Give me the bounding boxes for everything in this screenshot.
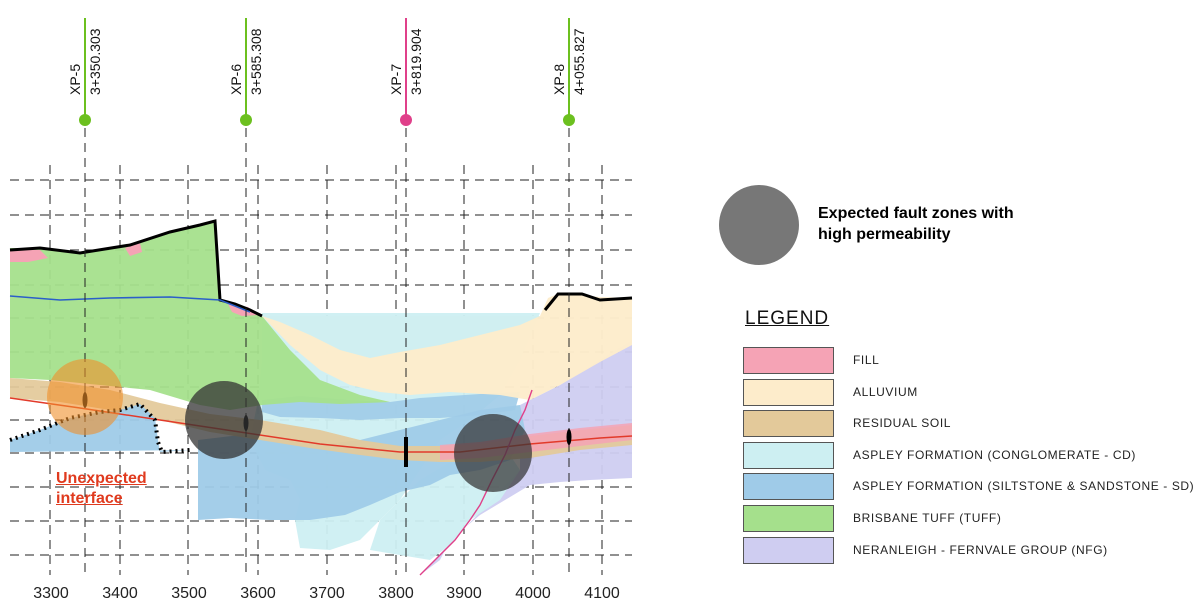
legend-swatch-residual-soil xyxy=(743,410,834,437)
x-tick-3900: 3900 xyxy=(446,585,482,602)
xp8-marker xyxy=(563,114,575,126)
x-tick-3300: 3300 xyxy=(33,585,69,602)
tunnel-alignment-line xyxy=(9,397,633,453)
xp7-id: XP-7 xyxy=(388,64,404,95)
fault-zone-circle-2 xyxy=(454,414,532,492)
legend-label-alluvium: ALLUVIUM xyxy=(853,385,918,399)
fault-zone-key-line-2: high permeability xyxy=(818,226,951,243)
legend-swatch-aspley-conglomerate xyxy=(743,442,834,469)
fault-zone-key-line-1: Expected fault zones with xyxy=(818,205,1014,222)
legend-swatch-fill xyxy=(743,347,834,374)
legend-swatch-brisbane-tuff xyxy=(743,505,834,532)
fault-zone-circle-1 xyxy=(185,381,263,459)
unexpected-interface-callout: Unexpected interface xyxy=(56,469,147,509)
callout-line-2: interface xyxy=(56,490,123,507)
xp6-id: XP-6 xyxy=(228,64,244,95)
x-axis: 3300 3400 3500 3600 3700 3800 3900 4000 … xyxy=(33,585,620,602)
ground-surface-right xyxy=(543,292,633,311)
fault-zone-circles xyxy=(47,359,532,492)
xp8-id: XP-8 xyxy=(551,64,567,95)
xp6-marker xyxy=(240,114,252,126)
aspley-siltstone-layer xyxy=(198,405,525,520)
x-tick-3800: 3800 xyxy=(378,585,414,602)
legend-label-nfg: NERANLEIGH - FERNVALE GROUP (NFG) xyxy=(853,543,1108,557)
legend-swatch-aspley-siltstone xyxy=(743,473,834,500)
x-tick-4100: 4100 xyxy=(584,585,620,602)
geological-cross-section: XP-5 3+350.303 XP-6 3+585.308 XP-7 3+819… xyxy=(9,18,633,602)
fault-zone-key-label: Expected fault zones with high permeabil… xyxy=(818,203,1078,245)
legend-label-fill: FILL xyxy=(853,353,880,367)
borehole-xp8 xyxy=(566,429,572,445)
x-tick-3600: 3600 xyxy=(240,585,276,602)
geology-lines xyxy=(9,219,633,576)
xp7-marker xyxy=(400,114,412,126)
legend-swatch-alluvium xyxy=(743,379,834,406)
fault-zone-key-circle xyxy=(719,185,799,265)
xp5-id: XP-5 xyxy=(67,64,83,95)
aspley-channel xyxy=(262,316,540,358)
fill-patch-left xyxy=(10,250,48,262)
xp7-chainage: 3+819.904 xyxy=(408,28,424,95)
fault-line xyxy=(419,389,533,576)
orange-zone-circle xyxy=(47,359,123,435)
callout-line-1: Unexpected xyxy=(56,470,147,487)
legend-label-aspley-conglomerate: ASPLEY FORMATION (CONGLOMERATE - CD) xyxy=(853,448,1136,462)
x-tick-3700: 3700 xyxy=(309,585,345,602)
x-tick-3400: 3400 xyxy=(102,585,138,602)
x-tick-3500: 3500 xyxy=(171,585,207,602)
legend-title: LEGEND xyxy=(745,308,830,329)
xp5-chainage: 3+350.303 xyxy=(87,28,103,95)
legend-label-brisbane-tuff: BRISBANE TUFF (TUFF) xyxy=(853,511,1002,525)
legend-label-aspley-siltstone: ASPLEY FORMATION (SILTSTONE & SANDSTONE … xyxy=(853,479,1195,493)
xp5-marker xyxy=(79,114,91,126)
xp6-chainage: 3+585.308 xyxy=(248,28,264,95)
legend-label-residual-soil: RESIDUAL SOIL xyxy=(853,416,952,430)
ground-surface-line xyxy=(9,219,263,318)
x-tick-4000: 4000 xyxy=(515,585,551,602)
legend-swatch-nfg xyxy=(743,537,834,564)
chainage-markers: XP-5 3+350.303 XP-6 3+585.308 XP-7 3+819… xyxy=(67,18,587,575)
brisbane-tuff-layer xyxy=(10,220,390,410)
water-table-line xyxy=(9,295,251,313)
xp8-chainage: 4+055.827 xyxy=(571,28,587,95)
borehole-xp7 xyxy=(404,437,408,467)
fill-patch-mid xyxy=(125,243,142,256)
